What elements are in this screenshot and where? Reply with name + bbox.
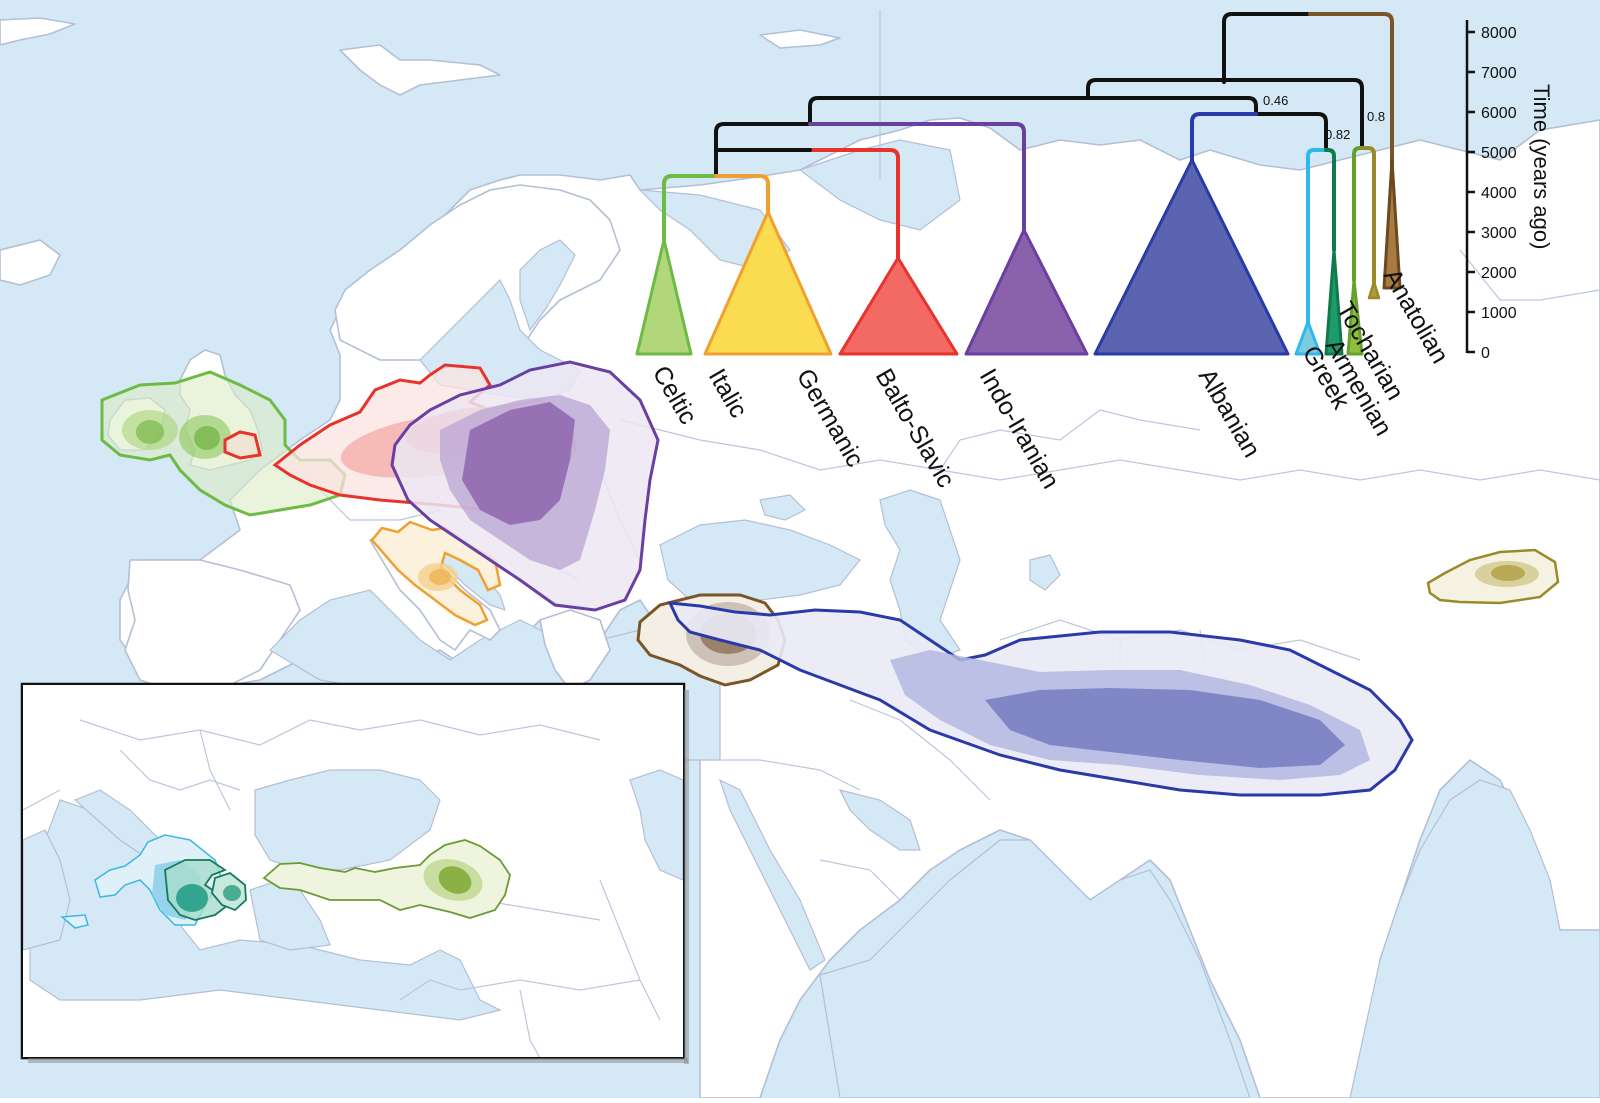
branch-italic (714, 174, 770, 214)
support-0.82: 0.82 (1325, 127, 1350, 142)
tick-8000: 8000 (1481, 25, 1517, 42)
branch-balto-slavic (808, 122, 1026, 232)
branch-albanian (1306, 148, 1328, 326)
time-axis: 0 1000 2000 3000 4000 5000 6000 7000 800… (1465, 20, 1554, 362)
support-values: 0.46 0.82 0.8 (1263, 93, 1385, 142)
support-0.46: 0.46 (1263, 93, 1288, 108)
branch-anatolian (1308, 12, 1394, 232)
sea-of-azov (759, 494, 807, 521)
region-indo-iranian (667, 601, 1414, 797)
region-italic (370, 520, 502, 627)
greenland (0, 17, 76, 46)
triangle-germanic (838, 256, 959, 356)
triangle-tocharian (1367, 280, 1381, 300)
branch-greek (1324, 148, 1336, 252)
distribution-regions (100, 360, 1560, 797)
inset-map (20, 682, 689, 1064)
greece (539, 609, 611, 691)
aral-sea (1029, 554, 1061, 591)
tick-4000: 4000 (1481, 185, 1517, 202)
triangle-anatolian (1382, 158, 1402, 290)
gulf-of-bothnia (519, 239, 576, 332)
tick-5000: 5000 (1481, 145, 1517, 162)
triangle-albanian (1294, 320, 1322, 356)
inset-region-greek (164, 859, 247, 921)
persian-gulf (838, 789, 921, 851)
triangle-indo-iranian (1093, 158, 1290, 356)
triangle-celtic (635, 238, 693, 356)
axis-title: Time (years ago) (1529, 84, 1554, 249)
inset-region-armenian (262, 839, 511, 919)
internal-branches (714, 12, 1364, 177)
caspian-sea (879, 489, 961, 661)
iceland (0, 239, 61, 286)
region-tocharian (1426, 548, 1560, 605)
tick-3000: 3000 (1481, 225, 1517, 242)
triangle-balto-slavic (964, 228, 1089, 356)
support-0.8: 0.8 (1367, 109, 1385, 124)
clade-triangles (635, 158, 1402, 356)
branch-tocharian (1360, 146, 1376, 292)
tick-0: 0 (1481, 345, 1490, 362)
tick-2000: 2000 (1481, 265, 1517, 282)
branch-indo-iranian (1190, 112, 1258, 162)
kara-sea (798, 139, 961, 231)
branch-armenian (1352, 146, 1364, 282)
tick-1000: 1000 (1481, 305, 1517, 322)
triangle-armenian (1346, 278, 1364, 356)
arabian-sea (819, 839, 1251, 1099)
tick-7000: 7000 (1481, 65, 1517, 82)
axis-ticks (1467, 30, 1475, 354)
bay-of-bengal (1349, 779, 1600, 1099)
triangle-italic (703, 210, 833, 356)
iberia (124, 559, 301, 691)
tick-6000: 6000 (1481, 105, 1517, 122)
region-balto-slavic (390, 360, 660, 612)
branch-celtic (662, 174, 718, 242)
clade-branches (662, 12, 1394, 326)
svalbard (339, 44, 501, 96)
franz-josef-land (759, 29, 841, 49)
triangle-greek (1324, 248, 1344, 356)
red-sea (718, 778, 826, 971)
branch-germanic (808, 148, 900, 260)
